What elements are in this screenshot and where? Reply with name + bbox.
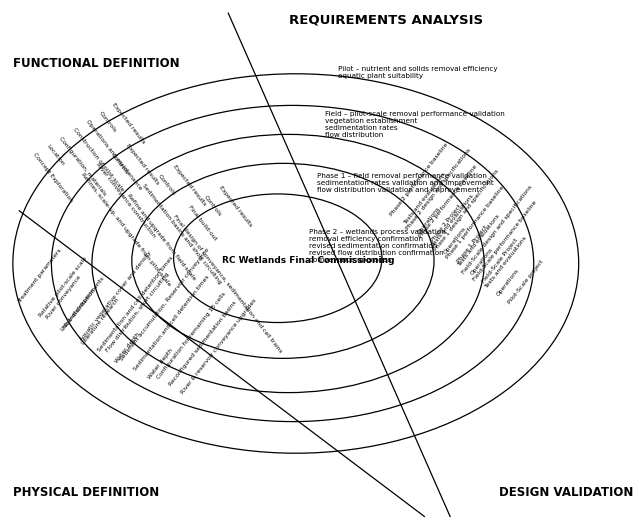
Text: Phase 2 – wetlands process validation
removal efficiency confirmation
revised se: Phase 2 – wetlands process validation re… — [309, 229, 446, 264]
Text: Lab tests/experiments: Lab tests/experiments — [60, 276, 105, 331]
Text: Field-Scale design and specifications: Field-Scale design and specifications — [460, 184, 533, 275]
Text: Reconfigured sedimentation basins: Reconfigured sedimentation basins — [168, 300, 237, 387]
Text: Refine and upgrade from field-scale: Refine and upgrade from field-scale — [126, 193, 197, 281]
Text: Expected results: Expected results — [218, 185, 253, 228]
Text: River conveyance construction: River conveyance construction — [95, 162, 156, 239]
Text: Phase 1 Project: Phase 1 Project — [456, 224, 488, 264]
Text: Water depth: Water depth — [147, 348, 174, 380]
Text: Operations: Operations — [496, 268, 520, 297]
Text: Operations and maintenance: Operations and maintenance — [85, 119, 143, 191]
Text: Pilot-Scale project: Pilot-Scale project — [507, 259, 545, 305]
Text: Controls: Controls — [156, 173, 176, 196]
Text: Location: Location — [45, 144, 65, 167]
Text: Phase 2 design and specifications: Phase 2 design and specifications — [405, 148, 472, 231]
Text: Controls: Controls — [110, 152, 129, 175]
Text: Flow distribution: Flow distribution — [62, 288, 97, 330]
Text: Expected results: Expected results — [111, 102, 146, 144]
Text: FUNCTIONAL DEFINITION: FUNCTIONAL DEFINITION — [13, 57, 179, 70]
Text: Phase 1 performance baseline: Phase 1 performance baseline — [445, 185, 505, 260]
Text: Expected results: Expected results — [125, 143, 160, 186]
Text: Sediment accumulation, Reservoir conveyance: Sediment accumulation, Reservoir conveya… — [119, 248, 210, 363]
Text: Phase 2 performance baseline: Phase 2 performance baseline — [418, 164, 478, 239]
Text: Construction of pilot-scale: Construction of pilot-scale — [71, 127, 124, 192]
Text: Flow distribution, short circuiting: Flow distribution, short circuiting — [105, 272, 170, 353]
Text: Treatment parameters: Treatment parameters — [17, 248, 62, 304]
Text: RC Wetlands Final Commissioning: RC Wetlands Final Commissioning — [222, 256, 394, 266]
Text: Literature research: Literature research — [81, 297, 120, 345]
Text: Tests and evaluations: Tests and evaluations — [457, 214, 501, 268]
Text: Sedimentation basins and short circuiting: Sedimentation basins and short circuitin… — [141, 183, 222, 285]
Text: Pilot – nutrient and solids removal efficiency
aquatic plant suitability: Pilot – nutrient and solids removal effi… — [338, 66, 497, 79]
Text: Relative pilot-scale scale: Relative pilot-scale scale — [39, 256, 89, 318]
Text: Controls: Controls — [203, 194, 222, 217]
Text: Operations: Operations — [443, 226, 467, 256]
Text: Configuration for remaining 15 cells: Configuration for remaining 15 cells — [156, 291, 226, 379]
Text: Water depth: Water depth — [114, 331, 141, 364]
Text: PHYSICAL DEFINITION: PHYSICAL DEFINITION — [13, 486, 159, 499]
Text: Final build-out: Final build-out — [188, 204, 218, 241]
Text: Phase 1 – field removal performance validation
sedimentation rates validation an: Phase 1 – field removal performance vali… — [317, 173, 494, 193]
Text: Configuration, materials: Configuration, materials — [59, 135, 107, 196]
Text: Aquatic vegetative cover and density: Aquatic vegetative cover and density — [79, 250, 152, 341]
Text: Phase 2 performance baseline: Phase 2 performance baseline — [389, 142, 449, 217]
Text: Sedimentation and cell detention times: Sedimentation and cell detention times — [133, 274, 210, 372]
Text: Field – pilot-scale removal performance validation
vegetation establishment
sedi: Field – pilot-scale removal performance … — [325, 111, 505, 138]
Text: Expected results: Expected results — [172, 164, 206, 207]
Text: Concept Exploration: Concept Exploration — [32, 152, 74, 203]
Text: Tests and evaluations: Tests and evaluations — [484, 236, 528, 290]
Text: River conveyance: River conveyance — [45, 274, 82, 319]
Text: Field-Scale performance baseline: Field-Scale performance baseline — [472, 200, 538, 282]
Text: Refines, scale-up, and upgrade from pilot-scale: Refines, scale-up, and upgrade from pilo… — [80, 172, 171, 287]
Text: Sedimentation and cell detention times: Sedimentation and cell detention times — [96, 256, 174, 353]
Text: Field-Scale Project: Field-Scale Project — [482, 237, 520, 284]
Text: Phase 1 design and specifications: Phase 1 design and specifications — [433, 169, 500, 252]
Text: Phase 2 Project: Phase 2 Project — [430, 204, 462, 243]
Text: Tests and evaluations: Tests and evaluations — [403, 172, 446, 226]
Text: River & reservoir conveyance upgrades: River & reservoir conveyance upgrades — [180, 298, 257, 395]
Text: Tests and evaluations: Tests and evaluations — [430, 193, 475, 247]
Text: Operations: Operations — [469, 247, 494, 276]
Text: REQUIREMENTS ANALYSIS: REQUIREMENTS ANALYSIS — [289, 13, 483, 26]
Text: Operations: Operations — [417, 206, 440, 235]
Text: Final design of conveyance, sedimentation and cell trains: Final design of conveyance, sedimentatio… — [172, 214, 283, 354]
Text: DESIGN VALIDATION: DESIGN VALIDATION — [499, 486, 633, 499]
Text: Controls: Controls — [98, 110, 118, 133]
